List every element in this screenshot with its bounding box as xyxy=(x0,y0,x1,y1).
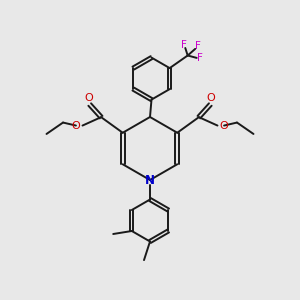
Text: O: O xyxy=(85,93,94,103)
Text: O: O xyxy=(71,121,80,131)
Text: F: F xyxy=(195,41,201,52)
Text: F: F xyxy=(197,53,203,64)
Text: N: N xyxy=(145,173,155,187)
Text: O: O xyxy=(206,93,215,103)
Text: O: O xyxy=(220,121,229,131)
Text: F: F xyxy=(181,40,187,50)
